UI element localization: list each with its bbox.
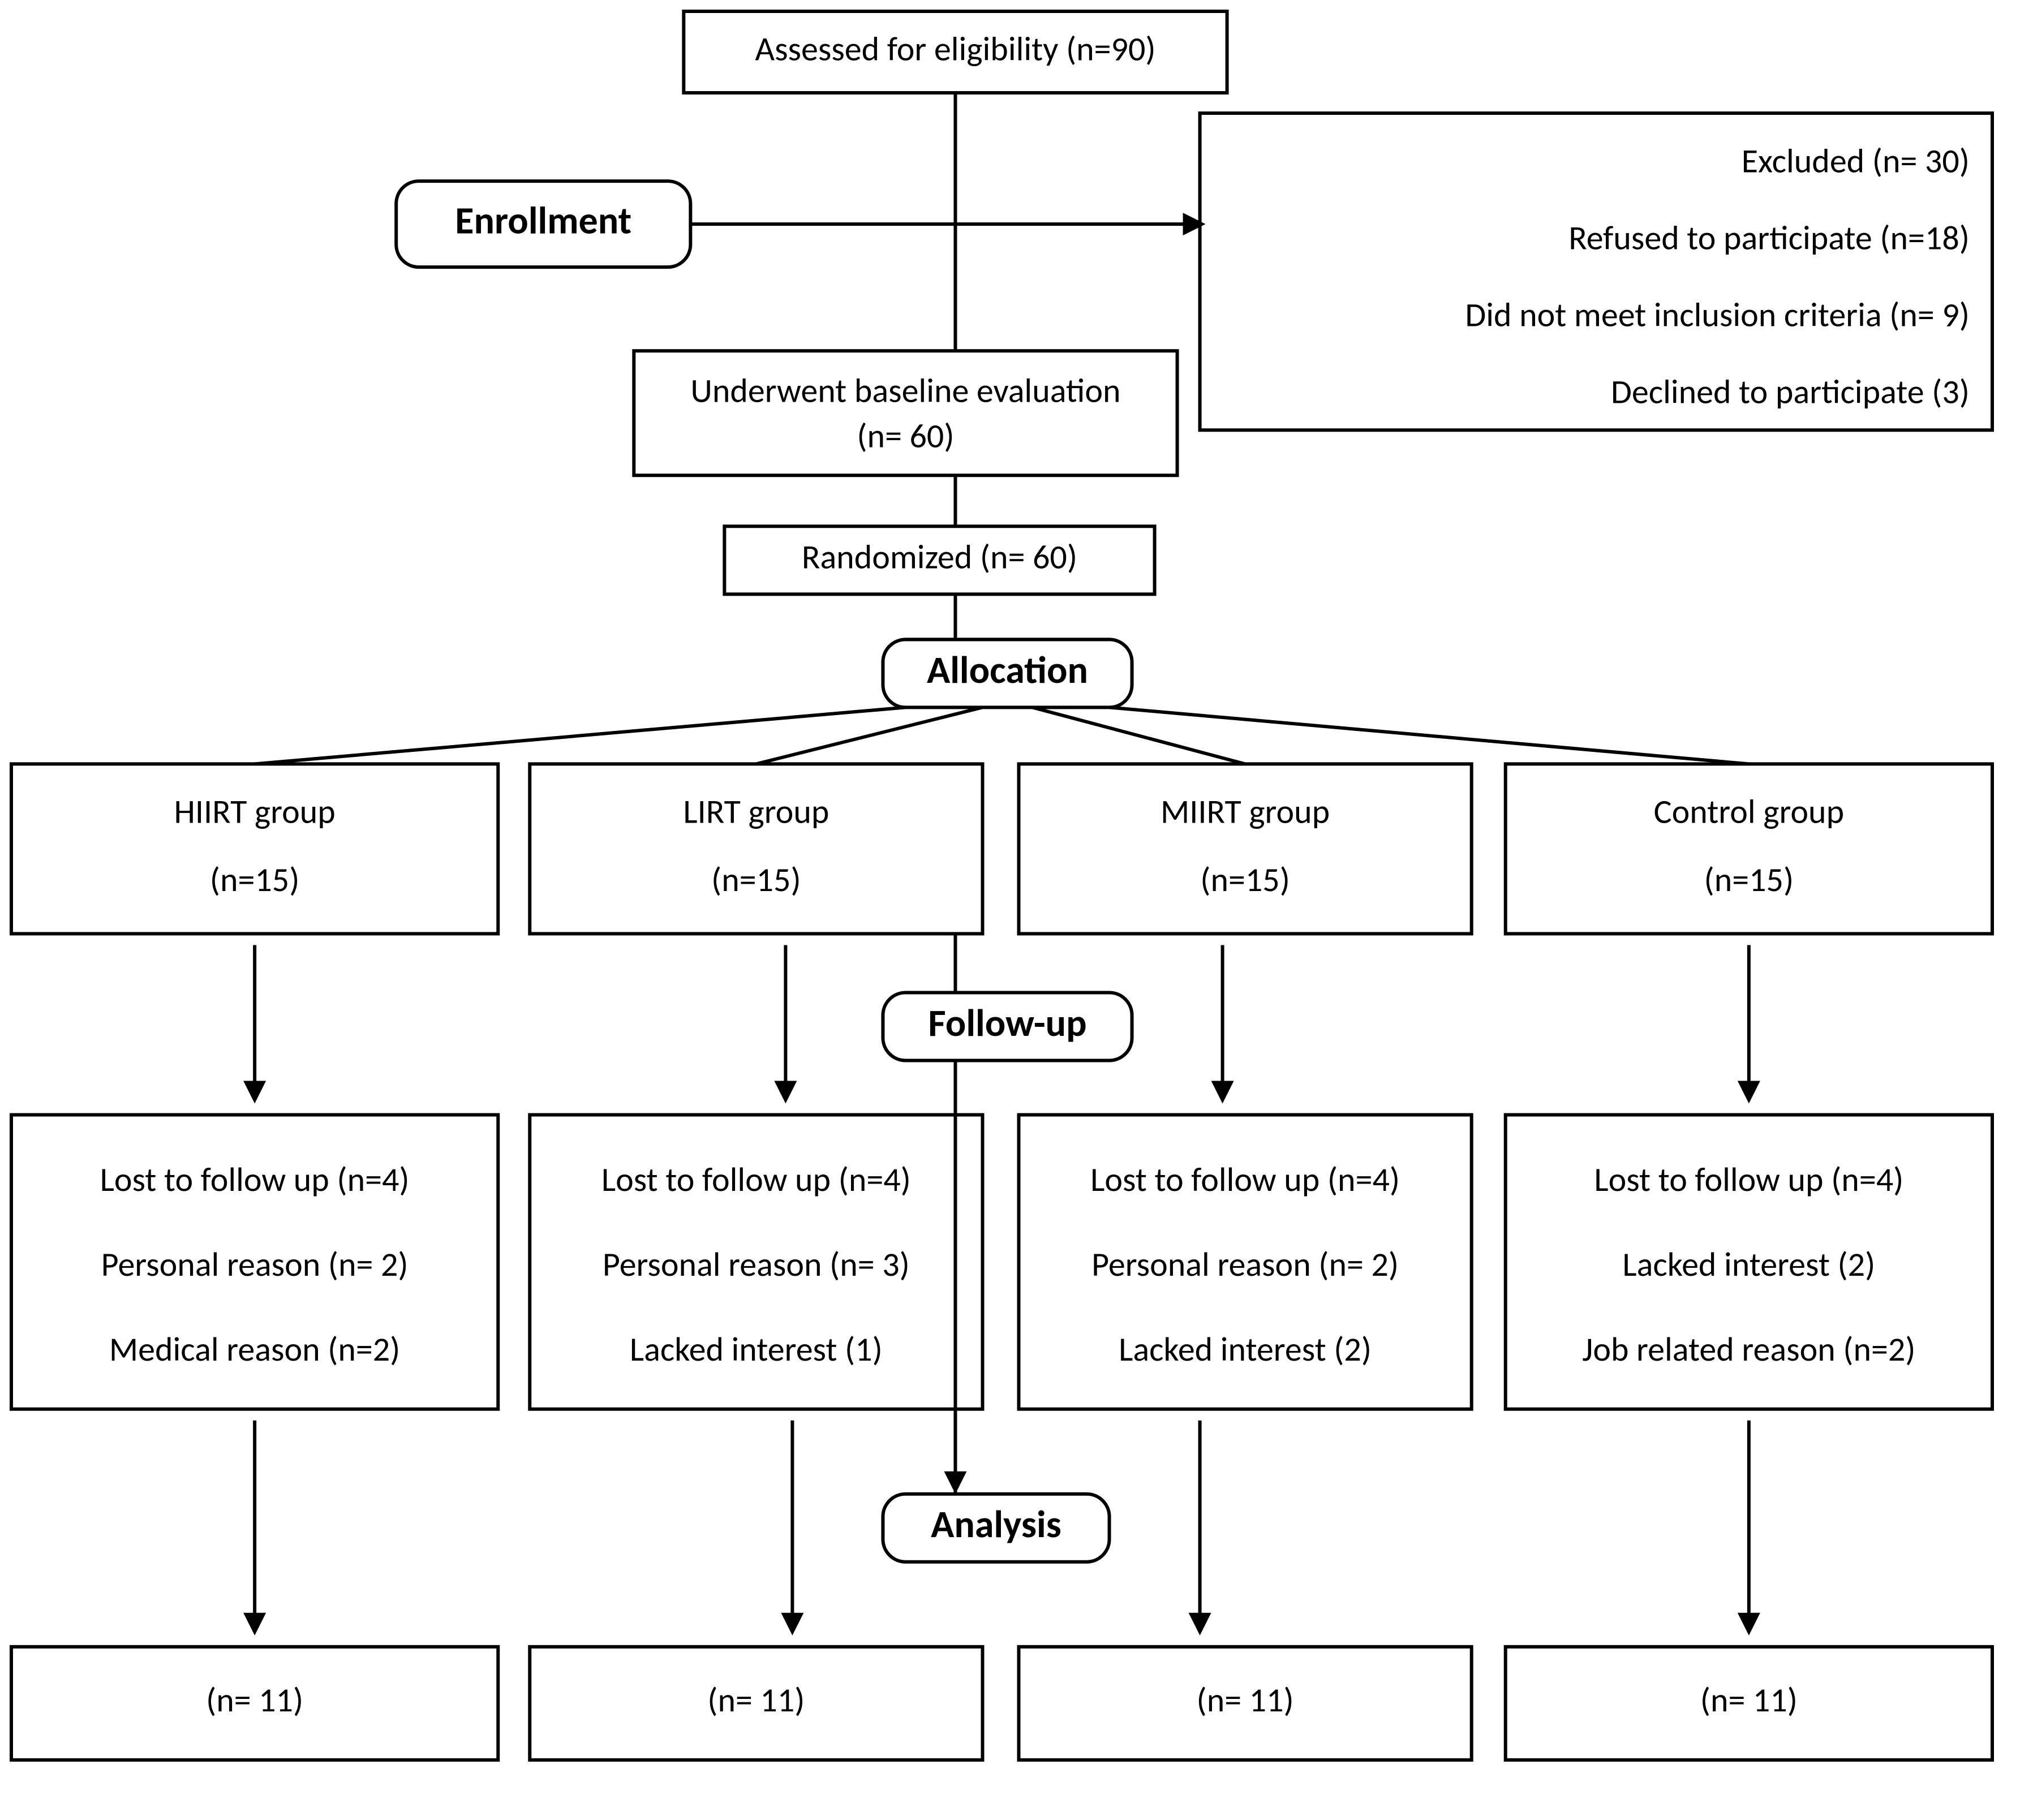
arrow-head — [944, 1472, 966, 1494]
box-group_lirt — [530, 764, 982, 933]
text-assessed: Assessed for eligibility (n=90) — [755, 28, 1155, 70]
stage-enrollment-label: Enrollment — [455, 197, 631, 244]
text-fu_hiirt-2: Personal reason (n= 2) — [101, 1244, 409, 1285]
text-fu_control-1: Lost to follow up (n=4) — [1594, 1159, 1903, 1201]
fanout-line — [255, 707, 905, 764]
text-fu_miirt-3: Lacked interest (2) — [1119, 1329, 1372, 1370]
text-group_lirt-2: (n=15) — [711, 859, 801, 901]
text-excluded-1: Excluded (n= 30) — [1742, 140, 1970, 182]
text-fu_control-2: Lacked interest (2) — [1622, 1244, 1875, 1285]
text-group_control-2: (n=15) — [1704, 859, 1794, 901]
text-fu_hiirt-1: Lost to follow up (n=4) — [100, 1159, 410, 1201]
text-baseline-1: Underwent baseline evaluation — [690, 371, 1120, 412]
arrow-head — [1189, 1613, 1211, 1636]
arrow-head — [1738, 1613, 1760, 1636]
text-randomized: Randomized (n= 60) — [802, 537, 1077, 578]
fanout-line — [1110, 707, 1749, 764]
text-group_lirt-1: LIRT group — [683, 791, 829, 833]
text-group_miirt-1: MIIRT group — [1161, 791, 1330, 833]
text-an_control: (n= 11) — [1700, 1680, 1798, 1721]
text-excluded-4: Declined to participate (3) — [1611, 372, 1970, 413]
stage-allocation-label: Allocation — [927, 647, 1088, 694]
arrow-head — [781, 1613, 803, 1636]
text-group_hiirt-2: (n=15) — [210, 859, 300, 901]
text-fu_miirt-1: Lost to follow up (n=4) — [1090, 1159, 1400, 1201]
text-fu_lirt-2: Personal reason (n= 3) — [603, 1244, 910, 1285]
text-an_lirt: (n= 11) — [707, 1680, 805, 1721]
stage-analysis-label: Analysis — [931, 1501, 1061, 1548]
text-an_hiirt: (n= 11) — [206, 1680, 303, 1721]
text-fu_lirt-1: Lost to follow up (n=4) — [601, 1159, 911, 1201]
text-baseline-2: (n= 60) — [857, 416, 954, 457]
box-group_control — [1506, 764, 1992, 933]
stage-followup-label: Follow-up — [928, 1000, 1086, 1047]
arrow-head — [774, 1081, 797, 1104]
text-group_control-1: Control group — [1654, 791, 1845, 833]
text-fu_miirt-2: Personal reason (n= 2) — [1091, 1244, 1399, 1285]
text-fu_hiirt-3: Medical reason (n=2) — [109, 1329, 401, 1370]
text-fu_control-3: Job related reason (n=2) — [1582, 1329, 1915, 1370]
arrow-head — [1738, 1081, 1760, 1104]
arrow-head — [1211, 1081, 1234, 1104]
text-fu_lirt-3: Lacked interest (1) — [630, 1329, 883, 1370]
text-excluded-2: Refused to participate (n=18) — [1568, 217, 1970, 259]
arrow-head — [243, 1081, 266, 1104]
text-group_hiirt-1: HIIRT group — [174, 791, 335, 833]
arrow-head — [243, 1613, 266, 1636]
text-group_miirt-2: (n=15) — [1200, 859, 1290, 901]
text-an_miirt: (n= 11) — [1197, 1680, 1294, 1721]
arrow-head — [1183, 213, 1206, 235]
text-excluded-3: Did not meet inclusion criteria (n= 9) — [1465, 294, 1970, 335]
box-group_miirt — [1019, 764, 1472, 933]
box-group_hiirt — [11, 764, 498, 933]
